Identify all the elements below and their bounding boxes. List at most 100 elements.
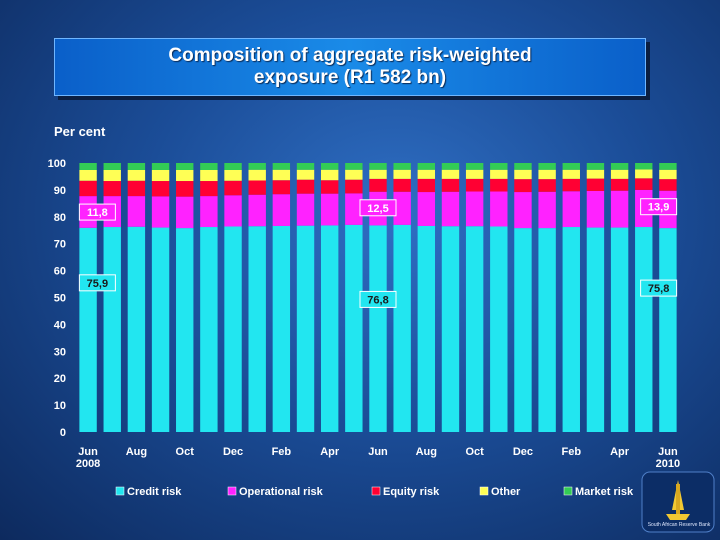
annotation-box — [640, 279, 678, 297]
bar-segment — [296, 179, 315, 194]
bar-segment — [490, 169, 508, 179]
annotation-label: 75,9 — [87, 278, 108, 290]
bar-segment — [659, 169, 677, 180]
annotation-label: 11,8 — [87, 207, 108, 219]
bar-segment — [514, 179, 532, 193]
bar-segment — [345, 163, 363, 170]
bar-segment — [127, 180, 146, 197]
annotation-label: 76,8 — [367, 294, 388, 306]
x-tick-label: Jun 2008 — [76, 446, 100, 470]
bar-segment — [586, 190, 605, 228]
bar-segment — [465, 226, 484, 432]
bar-segment — [538, 163, 556, 170]
bar-segment — [490, 226, 508, 432]
bar-segment — [272, 180, 291, 195]
bar-segment — [610, 163, 629, 170]
annotation-box — [78, 203, 116, 221]
bar-segment — [79, 169, 97, 181]
bar-segment — [514, 228, 532, 432]
bar-segment — [441, 169, 460, 179]
legend-swatch — [371, 486, 381, 496]
bar-segment — [345, 169, 363, 180]
bar-segment — [465, 169, 484, 179]
bar-segment — [465, 178, 484, 192]
legend-swatch — [227, 486, 237, 496]
bar-segment — [103, 181, 121, 197]
sarb-logo-icon — [641, 471, 715, 533]
bar-segment — [296, 225, 315, 432]
bar-segment — [635, 163, 653, 170]
bar-segment — [224, 169, 242, 181]
y-tick-label: 10 — [54, 400, 66, 412]
bar-segment — [296, 169, 315, 180]
bar-segment — [200, 227, 218, 432]
bar-segment — [659, 163, 677, 170]
bar-segment — [586, 227, 605, 432]
bar-segment — [514, 192, 532, 229]
bar-segment — [296, 163, 315, 170]
bar-segment — [490, 178, 508, 192]
x-tick-label: Feb — [561, 446, 581, 458]
bar-segment — [586, 169, 605, 179]
annotation-box — [359, 199, 397, 217]
bar-segment — [586, 163, 605, 170]
bar-segment — [610, 190, 629, 228]
legend-swatch — [479, 486, 489, 496]
x-tick-label: Oct — [465, 446, 484, 458]
bar-segment — [79, 163, 97, 170]
bar-segment — [272, 225, 291, 432]
bar-segment — [224, 226, 242, 432]
bar-segment — [151, 169, 170, 182]
bar-segment — [127, 163, 146, 170]
bar-segment — [320, 225, 339, 432]
y-tick-label: 100 — [48, 158, 66, 170]
x-tick-label: Dec — [513, 446, 533, 458]
bar-segment — [562, 163, 580, 170]
bar-segment — [127, 196, 146, 227]
bar-segment — [200, 163, 218, 170]
x-tick-label: Oct — [176, 446, 195, 458]
bar-segment — [369, 163, 387, 170]
bar-segment — [562, 169, 580, 179]
y-tick-label: 60 — [54, 266, 66, 278]
bar-segment — [538, 191, 556, 229]
y-tick-label: 70 — [54, 239, 66, 251]
legend-swatch — [563, 486, 573, 496]
bar-segment — [514, 163, 532, 170]
bar-segment — [248, 163, 266, 170]
y-tick-label: 20 — [54, 373, 66, 385]
bar-segment — [224, 195, 242, 227]
x-tick-label: Apr — [320, 446, 340, 458]
bar-segment — [345, 224, 363, 432]
bar-segment — [635, 227, 653, 432]
x-tick-label: Aug — [416, 446, 437, 458]
bar-segment — [465, 191, 484, 227]
bar-segment — [441, 163, 460, 170]
annotation-box — [640, 198, 678, 216]
bar-segment — [393, 169, 411, 179]
y-tick-label: 30 — [54, 346, 66, 358]
bar-segment — [441, 191, 460, 227]
bar-segment — [345, 179, 363, 194]
bar-segment — [320, 180, 339, 194]
bar-segment — [320, 163, 339, 170]
bar-segment — [538, 169, 556, 180]
chart-title: Composition of aggregate risk-weighted e… — [168, 45, 532, 88]
bar-segment — [176, 163, 194, 170]
bar-segment — [562, 178, 580, 192]
x-tick-label: Apr — [610, 446, 630, 458]
bar-segment — [417, 225, 436, 432]
y-tick-label: 40 — [54, 319, 66, 331]
bar-segment — [151, 163, 170, 170]
bar-segment — [441, 178, 460, 192]
logo-text: South African Reserve Bank — [647, 522, 711, 528]
legend-label: Other — [491, 486, 521, 498]
bar-segment — [176, 169, 194, 182]
bar-segment — [514, 169, 532, 180]
bar-segment — [490, 163, 508, 170]
bar-segment — [176, 228, 194, 432]
bar-segment — [465, 163, 484, 170]
bar-segment — [586, 178, 605, 191]
bar-segment — [635, 169, 653, 179]
bar-segment — [562, 227, 580, 432]
